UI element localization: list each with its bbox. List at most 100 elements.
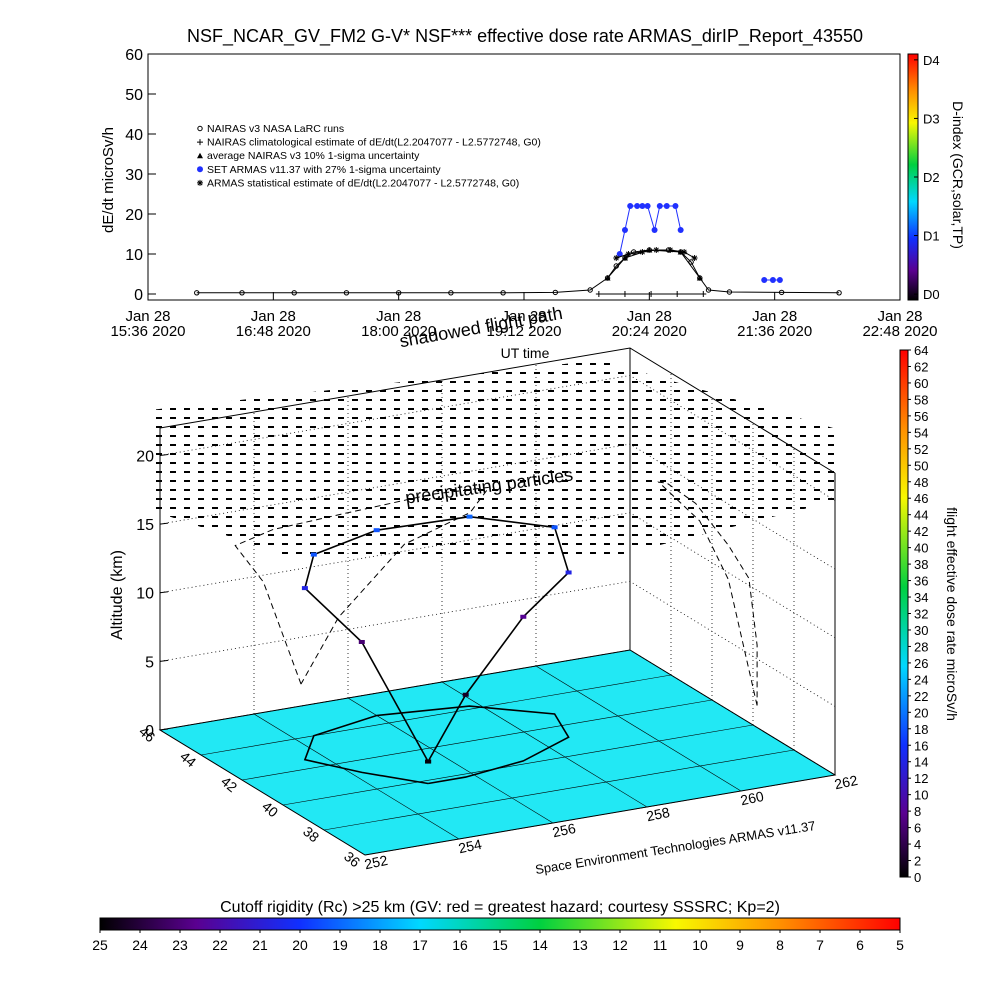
colorbar-tick-label: 24 xyxy=(132,937,148,953)
marker xyxy=(197,166,203,173)
marker xyxy=(644,203,651,209)
marker xyxy=(667,247,674,253)
marker-shape xyxy=(621,291,628,297)
y2-tick-label: D4 xyxy=(923,53,940,68)
colorbar-tick-label: 22 xyxy=(212,937,228,953)
colorbar-tick-label: 58 xyxy=(914,392,928,407)
x-tick-label: 16:48 2020 xyxy=(236,323,311,340)
colorbar-tick-label: 19 xyxy=(332,937,348,953)
marker-shape xyxy=(239,290,245,296)
legend-label: average NAIRAS v3 10% 1-sigma uncertaint… xyxy=(207,150,420,162)
colorbar-tick-label: 18 xyxy=(914,722,928,737)
marker xyxy=(197,125,203,132)
back-wall-shadow xyxy=(234,486,491,685)
colorbar-tick-label: 48 xyxy=(914,475,928,490)
z-axis-label: Altitude (km) xyxy=(109,550,126,640)
marker xyxy=(776,277,783,283)
colorbar-tick-label: 18 xyxy=(372,937,388,953)
marker-shape xyxy=(681,249,688,255)
marker-shape xyxy=(667,247,674,253)
colorbar-tick-label: 14 xyxy=(914,755,928,770)
colorbar-tick-label: 0 xyxy=(914,870,921,885)
marker xyxy=(197,179,203,186)
colorbar-tick-label: 26 xyxy=(914,656,928,671)
colorbar-tick-label: 40 xyxy=(914,541,928,556)
colorbar-tick-label: 25 xyxy=(92,937,108,953)
flight-point xyxy=(520,614,527,619)
colorbar-tick-label: 54 xyxy=(914,425,928,440)
legend-label: ARMAS statistical estimate of dE/dt(L2.2… xyxy=(207,177,519,189)
y2-tick-label: D2 xyxy=(923,170,940,185)
colorbar xyxy=(899,349,909,878)
colorbar-tick-label: 8 xyxy=(776,937,784,953)
marker xyxy=(613,255,620,261)
x-tick-label: 15:36 2020 xyxy=(110,323,185,340)
marker xyxy=(194,290,200,296)
colorbar-tick-label: 22 xyxy=(914,689,928,704)
marker xyxy=(648,291,655,297)
x-tick-label: Jan 28 xyxy=(627,308,672,325)
y-tick-label: 20 xyxy=(125,207,143,224)
marker-shape xyxy=(343,290,350,296)
marker-shape xyxy=(651,227,658,233)
colorbar-tick-label: 4 xyxy=(914,837,921,852)
marker xyxy=(696,275,703,281)
x-tick-label: 258 xyxy=(645,804,671,825)
marker-shape xyxy=(700,291,707,297)
x-tick-label: 256 xyxy=(551,820,577,841)
marker-shape xyxy=(639,203,646,209)
marker-shape xyxy=(726,289,733,295)
z-tick xyxy=(159,728,169,731)
marker xyxy=(674,291,681,297)
marker xyxy=(500,290,506,296)
z-tick xyxy=(159,591,169,594)
z-tick-label: 0 xyxy=(145,723,154,740)
flight-point xyxy=(462,692,469,697)
x-axis-label: UT time xyxy=(501,345,550,361)
colorbar-tick-label: 46 xyxy=(914,491,928,506)
marker-shape xyxy=(674,291,681,297)
marker-shape xyxy=(448,290,454,296)
marker-shape xyxy=(604,275,611,281)
marker xyxy=(448,290,454,296)
colorbar-tick-label: 2 xyxy=(914,854,921,869)
marker-shape xyxy=(630,249,637,255)
marker xyxy=(691,255,698,261)
marker-shape xyxy=(761,277,768,283)
x-tick-label: 260 xyxy=(739,788,765,809)
colorbar-tick-label: 13 xyxy=(572,937,588,953)
z-tick-label: 15 xyxy=(136,517,154,534)
marker-shape xyxy=(291,290,297,296)
colorbar xyxy=(99,917,901,931)
x-tick-label: Jan 28 xyxy=(125,308,170,325)
flight-point xyxy=(373,528,380,533)
marker-shape xyxy=(656,203,663,209)
marker-shape xyxy=(688,259,694,265)
marker xyxy=(639,249,646,255)
particle-curtain xyxy=(150,360,840,560)
colorbar-tick-label: 10 xyxy=(914,788,928,803)
side-wall-shadow xyxy=(657,481,758,706)
z-tick-label: 20 xyxy=(136,448,154,465)
legend-label: SET ARMAS v11.37 with 27% 1-sigma uncert… xyxy=(207,164,441,176)
colorbar-tick-label: 50 xyxy=(914,458,928,473)
colorbar-tick-label: 12 xyxy=(612,937,628,953)
colorbar-tick-label: 6 xyxy=(856,937,864,953)
legend-label: NAIRAS climatological estimate of dE/dt(… xyxy=(207,137,541,149)
colorbar-tick-label: 60 xyxy=(914,376,928,391)
marker-shape xyxy=(197,166,203,173)
marker-shape xyxy=(648,291,655,297)
marker-shape xyxy=(639,249,646,255)
marker xyxy=(651,227,658,233)
colorbar-tick-label: 52 xyxy=(914,442,928,457)
x-tick-label: Jan 28 xyxy=(752,308,797,325)
x-tick-label: 19:12 2020 xyxy=(486,323,561,340)
marker xyxy=(552,289,559,296)
x-tick-label: 254 xyxy=(457,836,483,857)
marker xyxy=(836,290,842,296)
y-tick-label: 40 xyxy=(125,127,143,144)
x-tick-label: 21:36 2020 xyxy=(737,323,812,340)
x-tick-label: Jan 28 xyxy=(501,308,546,325)
marker xyxy=(604,275,611,281)
